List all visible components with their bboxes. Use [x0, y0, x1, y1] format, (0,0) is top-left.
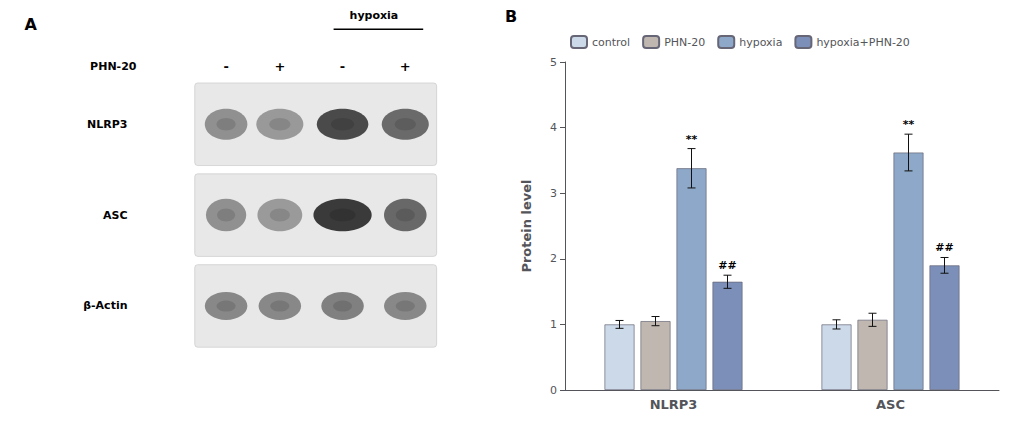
svg-text:β-Actin: β-Actin [83, 299, 127, 312]
svg-text:2: 2 [550, 252, 557, 265]
svg-text:control: control [592, 36, 630, 49]
svg-text:3: 3 [550, 187, 557, 200]
svg-text:4: 4 [550, 121, 557, 134]
svg-text:hypoxia+PHN-20: hypoxia+PHN-20 [816, 36, 909, 49]
svg-text:PHN-20: PHN-20 [664, 36, 705, 49]
svg-text:**: ** [686, 133, 698, 146]
svg-text:A: A [24, 15, 37, 34]
svg-text:B: B [505, 7, 517, 26]
svg-text:hypoxia: hypoxia [739, 36, 782, 49]
svg-text:1: 1 [550, 318, 557, 331]
svg-text:+: + [400, 59, 411, 74]
svg-text:##: ## [935, 241, 953, 254]
svg-text:NLRP3: NLRP3 [87, 118, 127, 131]
svg-text:**: ** [903, 118, 915, 131]
svg-text:-: - [340, 59, 345, 74]
svg-text:0: 0 [550, 384, 557, 397]
svg-text:PHN-20: PHN-20 [90, 60, 137, 73]
svg-text:-: - [223, 59, 228, 74]
svg-text:ASC: ASC [876, 397, 905, 412]
svg-text:hypoxia: hypoxia [350, 9, 399, 22]
svg-text:ASC: ASC [103, 209, 128, 222]
svg-text:NLRP3: NLRP3 [650, 397, 698, 412]
svg-text:Protein level: Protein level [519, 179, 534, 272]
svg-text:5: 5 [550, 56, 557, 69]
svg-text:##: ## [718, 259, 736, 272]
svg-text:+: + [274, 59, 285, 74]
